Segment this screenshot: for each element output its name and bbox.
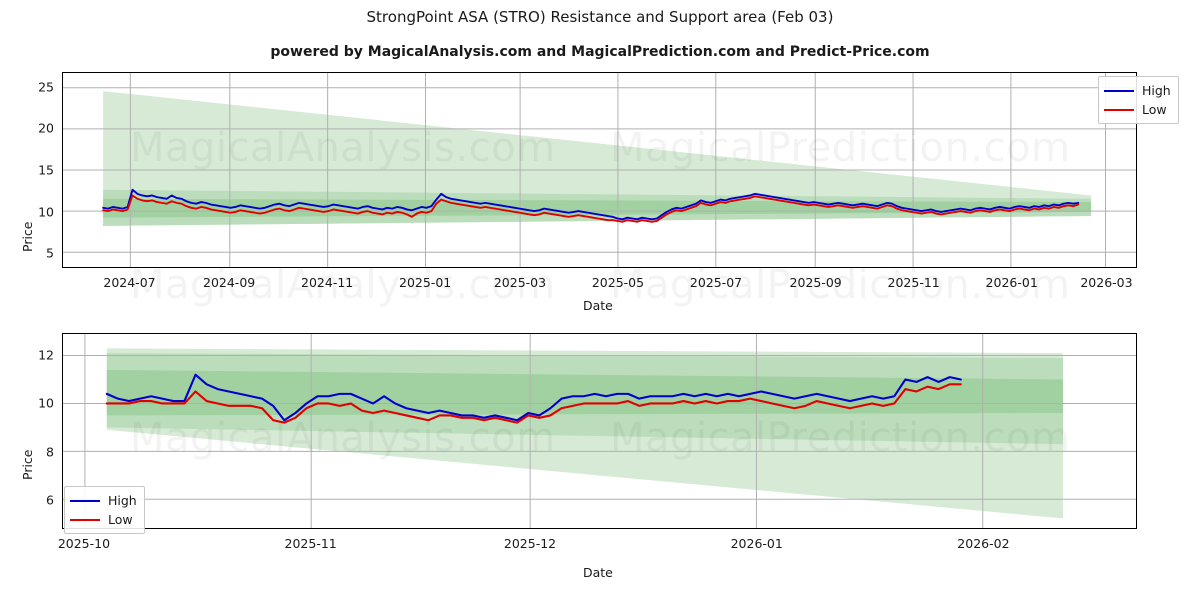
y-tick-label: 12 [38, 347, 54, 363]
bottom-chart-x-axis-label: Date [583, 565, 613, 580]
legend-label-high: High [1142, 83, 1171, 98]
bottom-chart-y-axis-label: Price [20, 449, 35, 481]
legend-swatch-low [1104, 108, 1134, 111]
bottom-chart-plot-area [62, 333, 1137, 529]
page-subtitle: powered by MagicalAnalysis.com and Magic… [270, 44, 930, 60]
bottom-chart-canvas [63, 334, 1136, 528]
y-tick-label: 25 [38, 79, 54, 95]
x-tick-label: 2025-05 [591, 275, 645, 290]
top-chart-plot-area [62, 72, 1137, 268]
x-tick-label: 2025-01 [399, 275, 452, 290]
x-tick-label: 2025-03 [493, 275, 547, 290]
legend-swatch-high [1104, 89, 1134, 92]
x-tick-label: 2025-07 [689, 275, 743, 290]
top-chart-legend[interactable]: High Low [1098, 76, 1179, 124]
x-tick-label: 2025-10 [57, 536, 111, 551]
top-chart-panel: Price 5 10 15 20 25 2024-07 2024-09 2024-11 202… [0, 62, 1200, 313]
x-tick-label: 2026-03 [1080, 275, 1133, 290]
x-tick-label: 2026-02 [957, 536, 1010, 551]
x-tick-label: 2024-09 [202, 275, 256, 290]
legend-label-high: High [108, 493, 137, 508]
legend-label-low: Low [1142, 102, 1167, 117]
top-chart-y-axis-label: Price [20, 221, 35, 253]
x-tick-label: 2025-11 [887, 275, 940, 290]
y-tick-label: 6 [46, 492, 54, 508]
legend-swatch-high [70, 499, 100, 502]
legend-label-low: Low [108, 512, 133, 527]
y-tick-label: 10 [38, 395, 54, 411]
x-tick-label: 2026-01 [985, 275, 1038, 290]
bottom-chart-legend[interactable]: High Low [64, 486, 145, 534]
top-chart-x-axis-label: Date [583, 298, 613, 313]
top-chart-canvas [63, 73, 1136, 267]
bottom-chart-panel: Price 6 8 10 12 2025-10 2025-11 2025-12 2026-0… [0, 325, 1200, 595]
x-tick-label: 2026-01 [730, 536, 783, 551]
page-title: StrongPoint ASA (STRO) Resistance and Su… [366, 8, 834, 26]
y-tick-label: 5 [46, 245, 54, 261]
x-tick-label: 2024-11 [301, 275, 354, 290]
legend-swatch-low [70, 518, 100, 521]
y-tick-label: 10 [38, 204, 54, 220]
legend-entry-low[interactable]: Low [1104, 100, 1171, 119]
legend-entry-low[interactable]: Low [70, 510, 137, 529]
x-tick-label: 2025-11 [284, 536, 337, 551]
x-tick-label: 2025-12 [503, 536, 557, 551]
y-tick-label: 20 [38, 120, 54, 136]
y-tick-label: 8 [46, 444, 54, 460]
y-tick-label: 15 [38, 162, 54, 178]
x-tick-label: 2024-07 [103, 275, 156, 290]
legend-entry-high[interactable]: High [1104, 81, 1171, 100]
legend-entry-high[interactable]: High [70, 491, 137, 510]
x-tick-label: 2025-09 [789, 275, 842, 290]
